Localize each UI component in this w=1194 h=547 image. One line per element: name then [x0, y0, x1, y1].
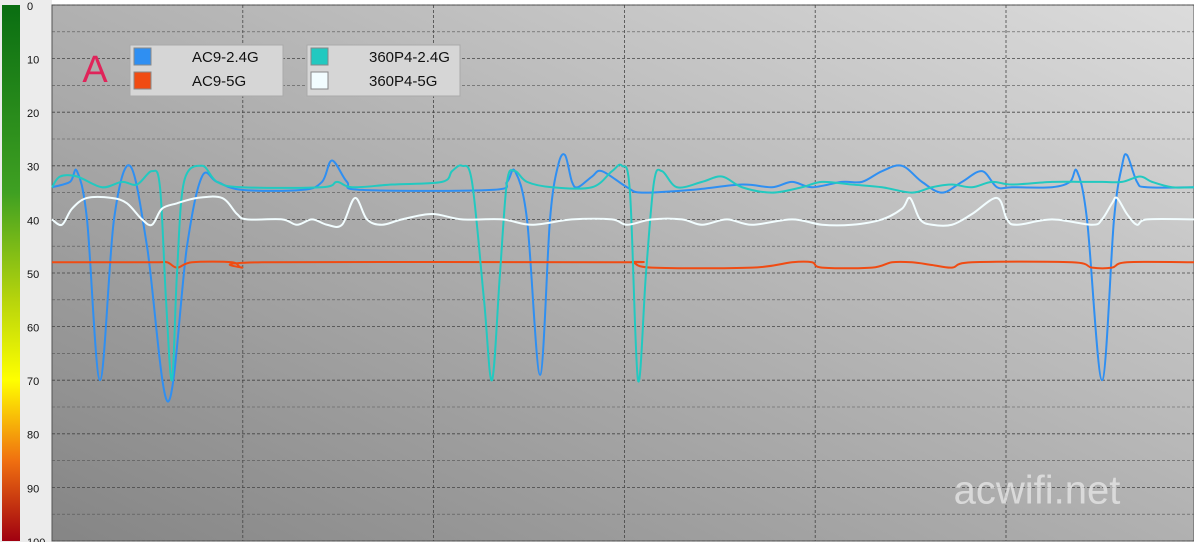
y-tick-label: 50 [27, 269, 39, 281]
legend-swatch [133, 47, 152, 66]
legend-label: AC9-5G [192, 73, 246, 90]
y-tick-label: 30 [27, 162, 39, 174]
y-tick-label: 0 [27, 1, 33, 13]
legend-swatch [133, 71, 152, 90]
legend-label: 360P4-5G [369, 73, 437, 90]
legend-swatch [310, 47, 329, 66]
annotation: A [82, 49, 108, 91]
y-tick-label: 100 [27, 537, 45, 542]
y-tick-label: 20 [27, 108, 39, 120]
y-tick-label: 70 [27, 376, 39, 388]
y-tick-label: 40 [27, 215, 39, 227]
legend-label: 360P4-2.4G [369, 49, 450, 66]
legend-label: AC9-2.4G [192, 49, 259, 66]
series-line [51, 260, 1194, 270]
y-tick-label: 80 [27, 430, 39, 442]
series-line [51, 195, 1194, 228]
legend: AC9-2.4G AC9-5G 360P4-2.4G 360P4-5G [129, 44, 461, 97]
legend-swatch [310, 71, 329, 90]
signal-scale [2, 5, 20, 541]
series-line [51, 163, 1194, 383]
watermark: acwifi.net [954, 469, 1121, 513]
y-tick-label: 90 [27, 483, 39, 495]
legend-box [306, 44, 461, 97]
series-line [51, 153, 1194, 403]
legend-box [129, 44, 284, 97]
y-tick-label: 60 [27, 323, 39, 335]
y-tick-label: 10 [27, 55, 39, 67]
